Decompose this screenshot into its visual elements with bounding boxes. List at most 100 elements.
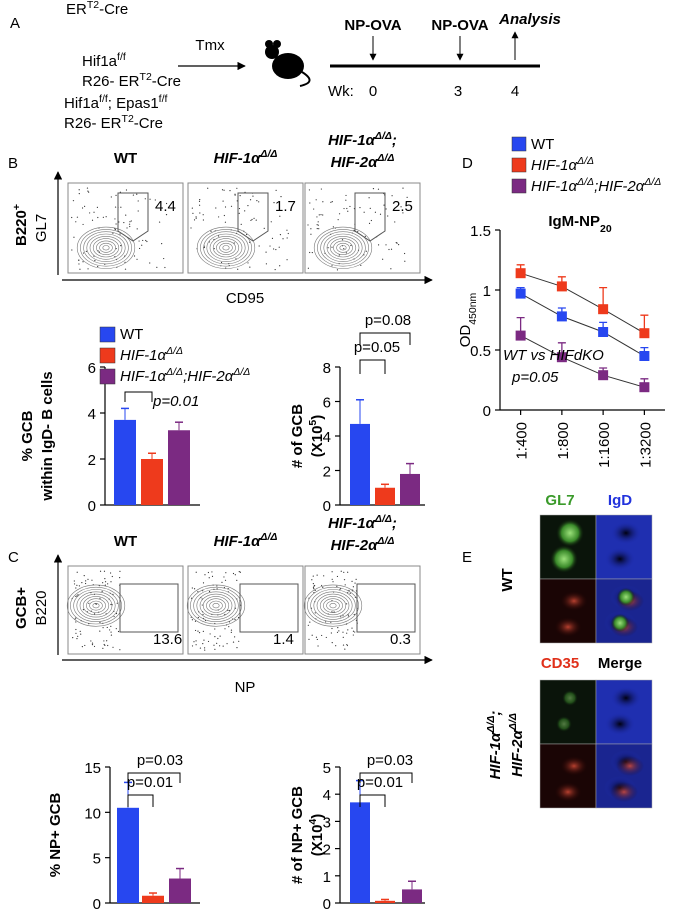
group-label-part: WT (499, 568, 516, 591)
stain (604, 712, 636, 736)
flow-event (195, 216, 197, 218)
flow-event (104, 644, 106, 646)
y-tick-label: 1 (483, 283, 491, 300)
strain-label-part: R26- ER (82, 73, 140, 90)
point (515, 288, 526, 299)
flow-event (395, 241, 397, 244)
flow-event (81, 645, 83, 648)
flow-event (93, 211, 95, 213)
flow-contour (80, 229, 132, 267)
flow-event (345, 194, 347, 197)
flow-event (235, 258, 237, 260)
stain (617, 588, 635, 606)
flow-event (99, 597, 101, 599)
flow-event (115, 628, 117, 630)
flow-event (265, 251, 267, 253)
flow-event (372, 188, 375, 190)
x-tick-label: 1:1600 (596, 422, 613, 468)
flow-event (331, 246, 333, 248)
flow-contour (79, 593, 113, 618)
flow-event (202, 643, 204, 645)
strain-label-part: T2 (87, 0, 99, 11)
group-label-part: HIF-2α (509, 729, 526, 777)
legend-entry-part: HIF-1α (531, 178, 578, 195)
flow-event (129, 221, 131, 223)
flow-event (71, 249, 73, 251)
flow-event (286, 229, 288, 231)
flow-event (308, 638, 310, 641)
y-tick-label: 5 (93, 851, 101, 868)
flow-event (225, 572, 227, 574)
flow-event (345, 252, 347, 254)
flow-contour (212, 602, 220, 609)
flow-event (125, 189, 128, 191)
flow-event (87, 268, 89, 270)
flow-event (258, 201, 260, 203)
annotation: p=0.05 (511, 369, 559, 386)
point (556, 281, 567, 292)
flow-event (397, 244, 400, 246)
flow-event (203, 246, 206, 248)
flow-event (323, 575, 325, 577)
flow-event (339, 588, 342, 590)
flow-event (364, 235, 366, 238)
flow-contour (336, 242, 350, 253)
flow-contour (222, 245, 230, 251)
flow-event (156, 266, 158, 269)
flow-event (239, 195, 241, 197)
flow-event (190, 597, 193, 599)
flow-event (103, 570, 106, 572)
channel-label: CD35 (541, 655, 579, 672)
flow-event (103, 643, 105, 646)
y-axis-label-part: 4 (307, 819, 319, 825)
flow-event (258, 245, 260, 247)
legend-entry: HIF-1αΔ/Δ (531, 155, 594, 174)
flow-event (202, 613, 204, 616)
flow-gate (119, 583, 179, 633)
flow-event (110, 631, 112, 633)
y-tick-label: 2 (323, 842, 331, 859)
channel-label: GL7 (545, 492, 574, 509)
flow-event (76, 571, 78, 573)
flow-event (336, 585, 338, 587)
flow-event (223, 189, 225, 191)
group-label-part: Δ/Δ (507, 713, 519, 731)
genotype-title: WT (114, 150, 137, 167)
flow-event (203, 647, 206, 649)
flow-event (331, 642, 333, 644)
flow-contour (323, 598, 343, 613)
x-axis-label: CD95 (226, 290, 264, 307)
flow-event (208, 577, 210, 579)
flow-contour (209, 236, 243, 260)
bar (169, 878, 191, 903)
legend-entry-part: ;HIF-2α (183, 368, 234, 385)
flow-event (403, 252, 406, 255)
flow-event (136, 228, 138, 230)
flow-event (125, 214, 127, 216)
flow-event (247, 205, 249, 207)
bar (114, 419, 136, 505)
flow-event (85, 580, 87, 582)
flow-event (236, 187, 238, 189)
flow-event (86, 187, 89, 189)
flow-event (101, 590, 103, 592)
flow-event (216, 585, 218, 587)
flow-event (354, 582, 356, 584)
chart-title-part: IgM-NP (548, 213, 600, 230)
flow-event (107, 583, 109, 585)
chart-title: IgM-NP20 (548, 213, 612, 235)
genotype-title: HIF-1αΔ/Δ (214, 148, 278, 167)
panel-label: E (462, 549, 472, 566)
flow-event (353, 613, 355, 616)
flow-event (195, 217, 197, 219)
flow-event (191, 645, 194, 647)
y-axis-label-part: (X10 (309, 825, 326, 857)
flow-event (382, 258, 384, 260)
flow-event (311, 634, 313, 636)
flow-event (203, 639, 205, 641)
flow-event (210, 230, 212, 232)
significance-bracket (127, 794, 154, 807)
y-tick-label: 0 (483, 403, 491, 420)
bar (402, 889, 422, 903)
